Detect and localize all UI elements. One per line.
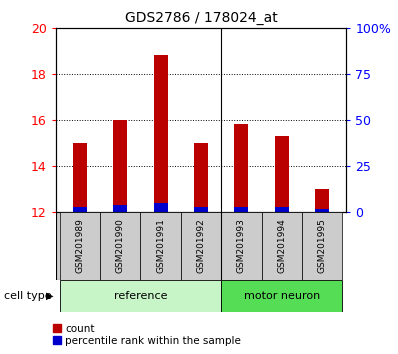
- Bar: [113, 120, 127, 212]
- FancyBboxPatch shape: [60, 212, 100, 280]
- Bar: [194, 207, 208, 212]
- FancyBboxPatch shape: [181, 212, 221, 280]
- Text: ▶: ▶: [46, 291, 53, 301]
- Text: GSM201993: GSM201993: [237, 218, 246, 274]
- Bar: [154, 55, 168, 212]
- FancyBboxPatch shape: [100, 212, 140, 280]
- Bar: [113, 205, 127, 212]
- Text: GSM201992: GSM201992: [197, 219, 205, 273]
- Bar: [154, 203, 168, 212]
- FancyBboxPatch shape: [302, 212, 342, 280]
- FancyBboxPatch shape: [56, 212, 338, 280]
- Bar: [194, 143, 208, 212]
- Bar: [315, 209, 329, 212]
- Bar: [275, 137, 289, 212]
- Bar: [234, 124, 248, 212]
- Text: cell type: cell type: [4, 291, 52, 301]
- FancyBboxPatch shape: [140, 212, 181, 280]
- Text: GSM201991: GSM201991: [156, 218, 165, 274]
- Text: motor neuron: motor neuron: [244, 291, 320, 301]
- Bar: [315, 189, 329, 212]
- FancyBboxPatch shape: [60, 280, 221, 312]
- Bar: [73, 143, 87, 212]
- FancyBboxPatch shape: [261, 212, 302, 280]
- Legend: count, percentile rank within the sample: count, percentile rank within the sample: [53, 324, 241, 346]
- Bar: [234, 207, 248, 212]
- Bar: [73, 207, 87, 212]
- Text: reference: reference: [114, 291, 167, 301]
- FancyBboxPatch shape: [221, 280, 342, 312]
- Text: GSM201989: GSM201989: [76, 218, 84, 274]
- FancyBboxPatch shape: [221, 212, 261, 280]
- Title: GDS2786 / 178024_at: GDS2786 / 178024_at: [125, 11, 277, 24]
- Text: GSM201995: GSM201995: [318, 218, 326, 274]
- Bar: [275, 207, 289, 212]
- Text: GSM201994: GSM201994: [277, 219, 286, 273]
- Text: GSM201990: GSM201990: [116, 218, 125, 274]
